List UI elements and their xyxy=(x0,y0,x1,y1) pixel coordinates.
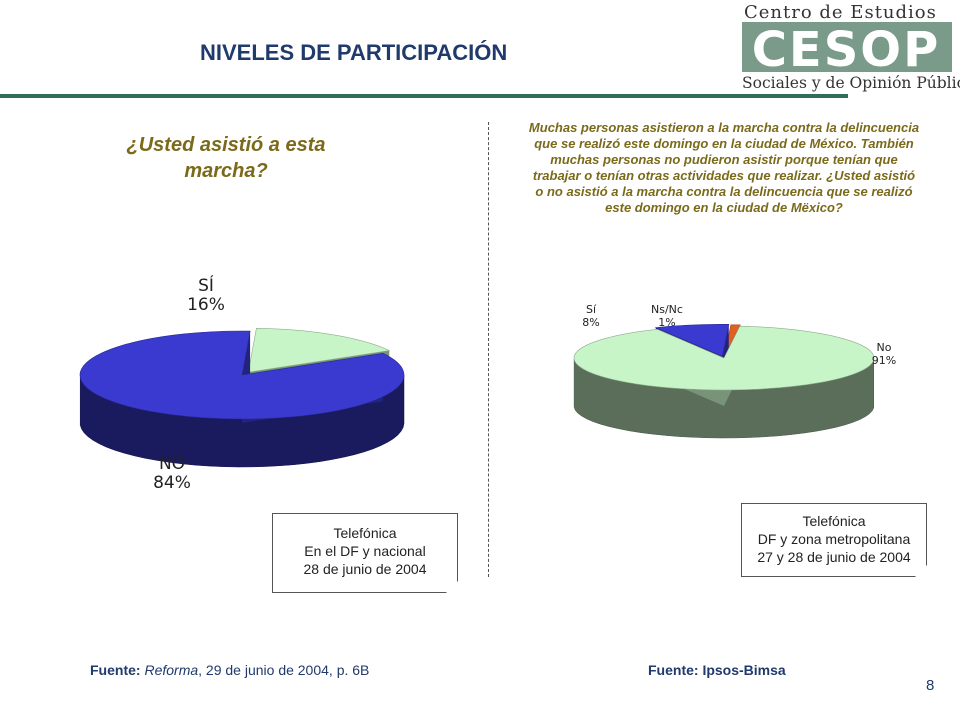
right-question: Muchas personas asistieron a la marcha c… xyxy=(528,120,920,215)
folded-corner-icon xyxy=(915,565,927,577)
left-value-label-1: 84% xyxy=(153,473,191,493)
right-value-label-1: 1% xyxy=(658,316,675,329)
page-number: 8 xyxy=(926,677,935,694)
left-value-label-0: 16% xyxy=(187,295,225,315)
right-value-label-2: 91% xyxy=(872,354,896,367)
right-pie-slices xyxy=(573,324,875,439)
right-note-line-2: DF y zona metropolitana xyxy=(757,531,911,547)
right-note-line-1: Telefónica xyxy=(802,513,866,529)
column-divider xyxy=(488,122,489,577)
page-title: NIVELES DE PARTICIPACIÓN xyxy=(200,40,508,65)
logo-line2: Sociales y de Opinión Pública xyxy=(742,74,960,92)
right-survey-note: Telefónica DF y zona metropolitana 27 y … xyxy=(741,503,927,577)
header-rule xyxy=(0,94,848,98)
left-note-line-3: 28 de junio de 2004 xyxy=(303,561,427,577)
right-category-label-0: Sí xyxy=(586,303,597,316)
left-source-publication: Reforma xyxy=(144,662,199,678)
left-pie-slices xyxy=(79,327,405,468)
left-question: ¿Usted asistió a esta marcha? xyxy=(126,134,326,182)
right-note-line-3: 27 y 28 de junio de 2004 xyxy=(757,549,911,565)
left-category-label-1: NO xyxy=(159,454,185,474)
left-source-detail: , 29 de junio de 2004, p. 6B xyxy=(198,662,370,678)
left-note-line-2: En el DF y nacional xyxy=(304,543,426,559)
cesop-logo: Centro de Estudios CESOP Sociales y de O… xyxy=(742,2,960,92)
left-slice-1 xyxy=(79,330,405,468)
left-category-label-0: SÍ xyxy=(198,274,214,296)
left-source-label: Fuente: xyxy=(90,662,141,678)
right-category-label-1: Ns/Nc xyxy=(651,303,683,316)
right-slice-2 xyxy=(573,325,875,439)
left-note-line-1: Telefónica xyxy=(333,525,397,541)
right-category-label-2: No xyxy=(877,341,892,354)
right-value-label-0: 8% xyxy=(582,316,599,329)
right-source: Fuente: Ipsos-Bimsa xyxy=(648,662,786,678)
logo-line1: Centro de Estudios xyxy=(744,2,937,23)
left-source: Fuente: Reforma, 29 de junio de 2004, p.… xyxy=(90,662,369,678)
logo-acronym: CESOP xyxy=(752,22,941,78)
left-survey-note: Telefónica En el DF y nacional 28 de jun… xyxy=(272,513,458,593)
folded-corner-icon xyxy=(446,581,458,593)
